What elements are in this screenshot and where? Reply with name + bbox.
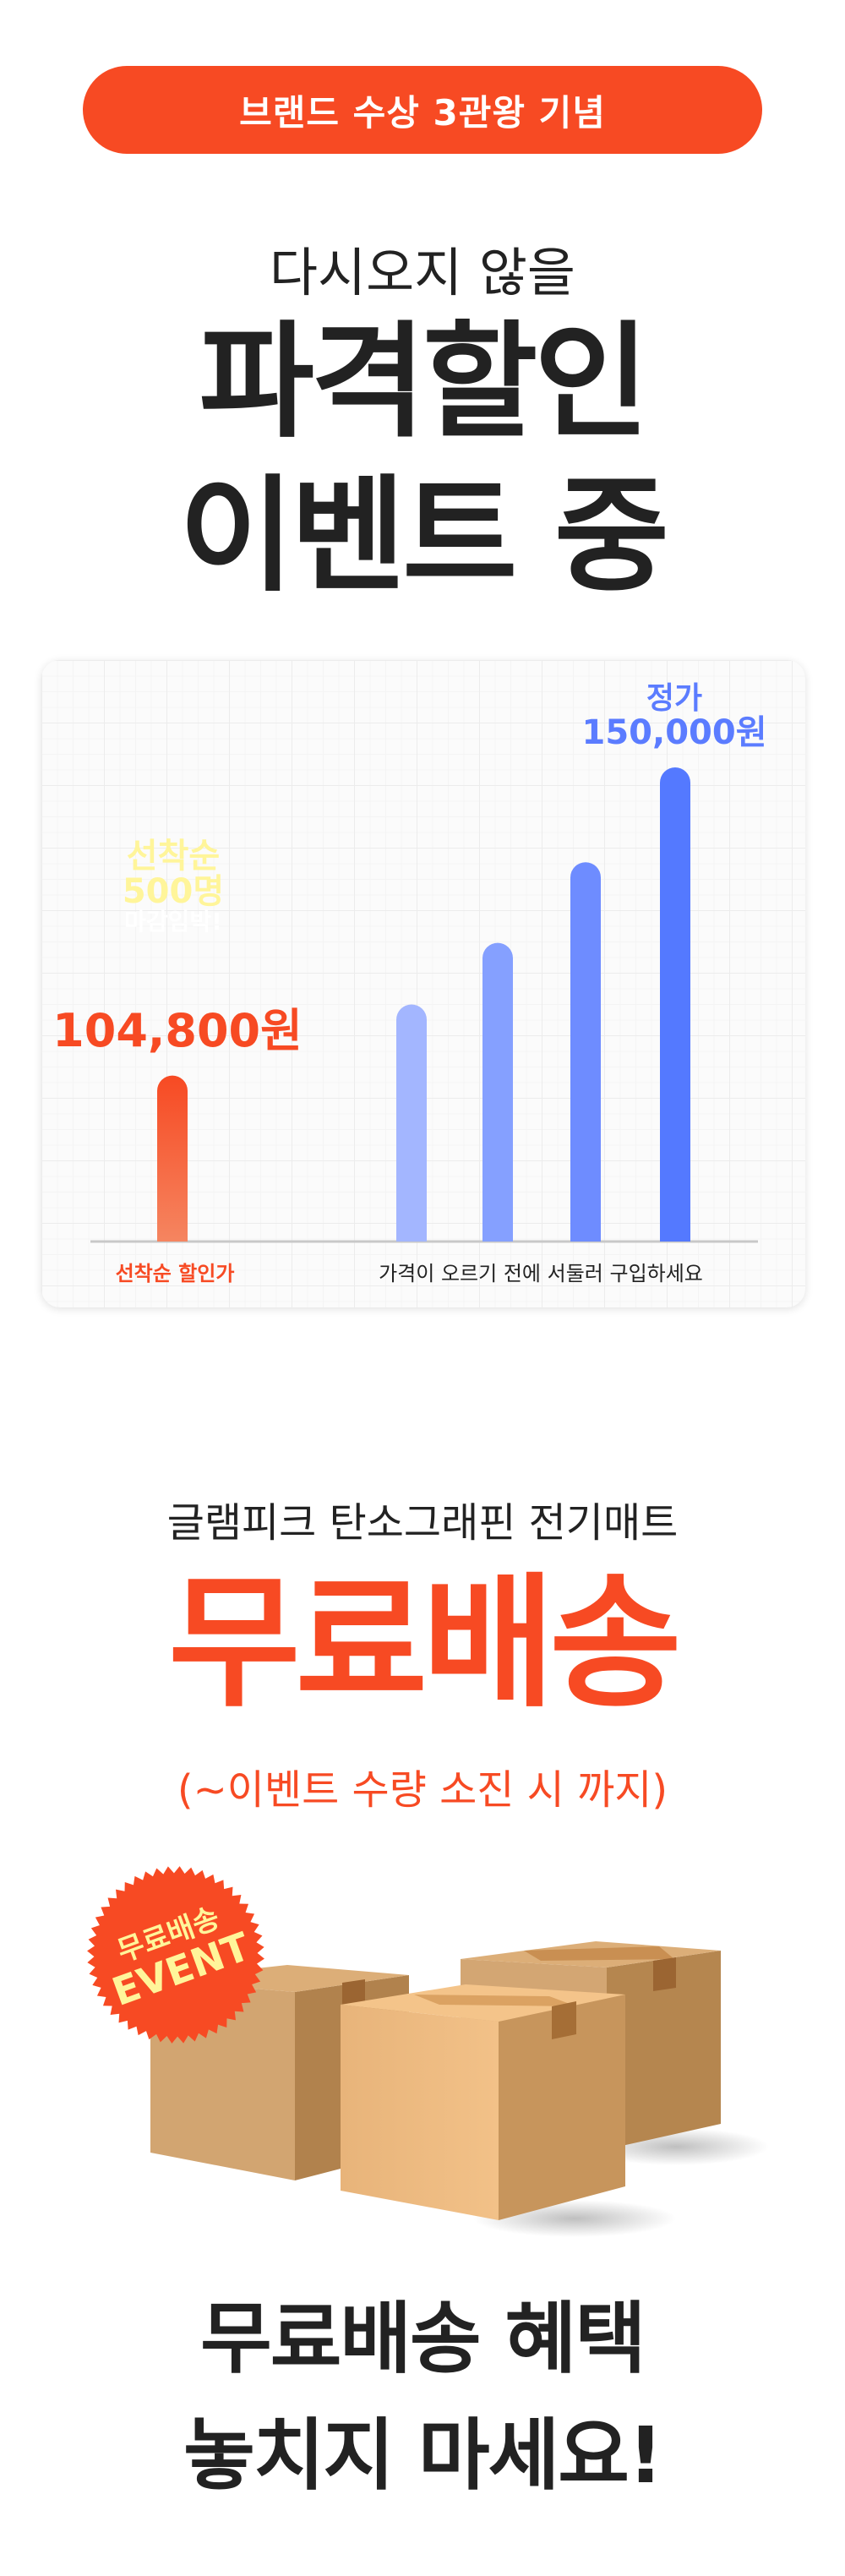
headline-event: 이벤트 중	[178, 463, 669, 609]
regular-price-label: 150,000원	[582, 713, 767, 752]
bar-sale-price	[157, 1075, 188, 1242]
badge-line: 마감임박!	[124, 908, 222, 936]
closing-line-2: 놓치지 마세요!	[183, 2410, 663, 2501]
free-shipping-note: (~이벤트 수량 소진 시 까지)	[177, 1766, 668, 1814]
free-shipping-event-badge: 무료배송 EVENT	[62, 1841, 289, 2068]
sale-price-label: 104,800원	[52, 1004, 303, 1057]
first-come-badge: 선착순 500명 마감임박!	[80, 794, 266, 980]
bar-price-3	[570, 862, 601, 1242]
price-chart: 104,800원 정가 150,000원 선착순 할인가 가격이 오르기 전에 …	[52, 681, 767, 1285]
box-front	[341, 1984, 625, 2220]
product-name: 글램피크 탄소그래핀 전기매트	[166, 1499, 679, 1547]
burst-shape	[87, 1866, 264, 2044]
regular-price-caption: 정가	[646, 681, 702, 716]
badge-line: 선착순	[126, 837, 221, 876]
x-label-sale: 선착순 할인가	[116, 1262, 235, 1285]
event-pill-badge: 브랜드 수상 3관왕 기념	[83, 66, 762, 154]
headline-discount: 파격할인	[199, 309, 650, 455]
bar-price-2	[482, 942, 513, 1242]
badge-line: 500명	[122, 872, 225, 912]
pill-text: 브랜드 수상 3관왕 기념	[239, 91, 606, 134]
bar-price-1	[396, 1004, 427, 1242]
subtitle: 다시오지 않을	[270, 242, 575, 303]
free-shipping-title: 무료배송	[168, 1560, 682, 1727]
x-label-hurry: 가격이 오르기 전에 서둘러 구입하세요	[379, 1262, 703, 1285]
bar-price-4	[660, 767, 690, 1242]
closing-line-1: 무료배송 혜택	[200, 2294, 646, 2384]
